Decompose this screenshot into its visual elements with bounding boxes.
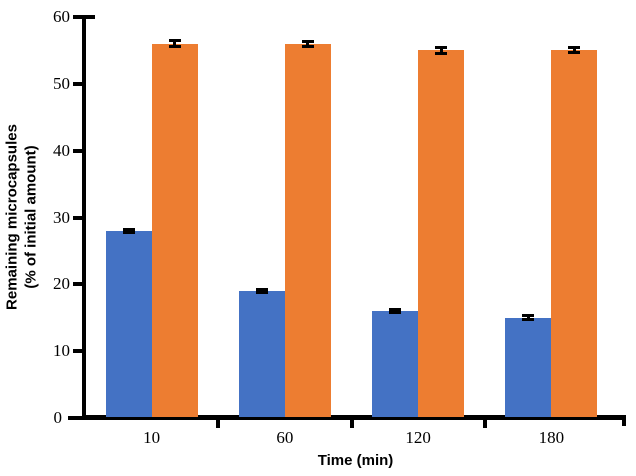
y-axis-tick xyxy=(73,148,82,153)
y-axis-tick xyxy=(73,282,82,287)
error-bar xyxy=(522,314,535,322)
blue-series-bar xyxy=(105,230,152,417)
error-bar-part xyxy=(526,314,530,322)
blue-series-bar xyxy=(372,311,419,417)
y-axis-end-cap xyxy=(86,15,95,19)
error-bar-part xyxy=(168,45,181,49)
x-axis-category-label: 120 xyxy=(405,428,431,447)
error-bar-part xyxy=(568,46,581,50)
error-bar-part xyxy=(173,39,177,49)
x-axis-tick xyxy=(216,420,221,428)
x-axis-category-label: 60 xyxy=(276,428,294,447)
y-axis-tick-label: 30 xyxy=(53,207,70,227)
error-bar-part xyxy=(389,311,402,315)
x-axis-end-cap xyxy=(622,415,626,426)
y-axis-tick-label: 40 xyxy=(53,140,70,160)
error-bar-part xyxy=(255,291,268,295)
y-axis-tick xyxy=(73,15,82,19)
error-bar xyxy=(435,45,448,56)
error-bar-part xyxy=(260,287,264,295)
error-bar-part xyxy=(168,39,181,43)
y-axis-tick xyxy=(68,416,82,420)
error-bar-part xyxy=(439,45,443,56)
error-bar-part xyxy=(522,314,535,318)
orange-series-bar xyxy=(151,43,198,417)
y-axis-tick-label: 60 xyxy=(53,7,70,26)
x-axis-category-label: 10 xyxy=(143,428,161,447)
error-bar-part xyxy=(255,287,268,291)
y-axis-tick xyxy=(73,349,82,354)
error-bar-part xyxy=(122,227,135,231)
y-axis-tick-label: 0 xyxy=(53,408,63,427)
y-axis-tick xyxy=(73,81,82,86)
error-bar xyxy=(255,287,268,295)
error-bar-part xyxy=(522,318,535,322)
error-bar xyxy=(568,46,581,55)
y-axis-tick-label: 20 xyxy=(53,274,70,294)
blue-series-bar xyxy=(505,317,552,417)
orange-series-bar xyxy=(284,43,331,417)
error-bar-part xyxy=(393,307,397,315)
error-bar-part xyxy=(306,39,310,48)
error-bar-part xyxy=(435,45,448,49)
error-bar xyxy=(122,227,135,235)
error-bar xyxy=(168,39,181,49)
y-axis-tick-label: 10 xyxy=(53,341,70,361)
x-axis-category-label: 180 xyxy=(538,428,565,447)
blue-series-bar xyxy=(238,291,285,417)
error-bar-part xyxy=(301,39,314,43)
x-axis-title: Time (min) xyxy=(317,452,394,469)
y-axis-tick-label: 50 xyxy=(53,73,70,93)
error-bar-part xyxy=(122,231,135,235)
error-bar-part xyxy=(568,51,581,55)
error-bar-part xyxy=(435,52,448,56)
error-bar xyxy=(301,39,314,48)
error-bar-part xyxy=(389,307,402,311)
error-bar-part xyxy=(127,227,131,235)
error-bar-part xyxy=(572,46,576,55)
y-axis-line xyxy=(82,15,86,420)
y-axis-tick xyxy=(73,215,82,220)
orange-series-bar xyxy=(418,50,465,417)
x-axis-tick xyxy=(482,420,487,428)
x-axis-line xyxy=(82,415,626,420)
error-bar xyxy=(389,307,402,315)
orange-series-bar xyxy=(551,50,598,417)
x-axis-tick xyxy=(349,420,354,428)
error-bar-part xyxy=(301,44,314,48)
